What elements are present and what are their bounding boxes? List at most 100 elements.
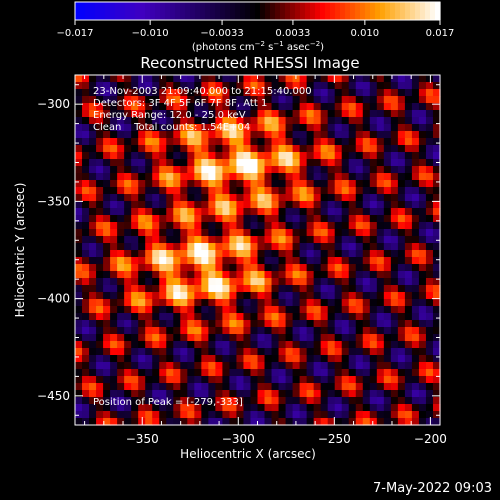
heatmap-cell	[341, 89, 350, 97]
heatmap-cell	[152, 124, 160, 132]
heatmap-cell	[411, 383, 420, 391]
heatmap-cell	[348, 271, 357, 279]
heatmap-cell	[418, 299, 427, 307]
heatmap-cell	[285, 75, 294, 83]
heatmap-cell	[131, 187, 139, 195]
heatmap-cell	[222, 110, 231, 118]
heatmap-cell	[131, 215, 139, 223]
heatmap-cell	[320, 334, 329, 342]
heatmap-cell	[299, 348, 308, 356]
heatmap-cell	[75, 299, 83, 307]
heatmap-cell	[229, 362, 238, 370]
heatmap-cell	[173, 376, 181, 384]
heatmap-cell	[271, 138, 280, 146]
heatmap-cell	[355, 201, 364, 209]
heatmap-cell	[89, 110, 97, 118]
heatmap-cell	[313, 89, 322, 97]
heatmap-cell	[117, 75, 125, 83]
heatmap-cell	[411, 369, 420, 377]
heatmap-cell	[131, 306, 139, 314]
heatmap-cell	[243, 285, 252, 293]
heatmap-cell	[362, 397, 371, 405]
heatmap-cell	[229, 229, 238, 237]
heatmap-cell	[278, 299, 287, 307]
heatmap-cell	[285, 327, 294, 335]
heatmap-cell	[334, 124, 343, 132]
heatmap-cell	[320, 313, 329, 321]
heatmap-cell	[320, 187, 329, 195]
heatmap-cell	[411, 166, 420, 174]
colorbar-swatch	[430, 2, 436, 20]
heatmap-cell	[341, 194, 350, 202]
heatmap-cell	[411, 320, 420, 328]
heatmap-cell	[215, 327, 224, 335]
heatmap-cell	[320, 145, 329, 153]
heatmap-cell	[285, 187, 294, 195]
heatmap-cell	[145, 96, 153, 104]
heatmap-cell	[89, 215, 97, 223]
heatmap-cell	[264, 243, 273, 251]
heatmap-cell	[264, 208, 273, 216]
colorbar-swatch	[325, 2, 331, 20]
heatmap-cell	[187, 257, 195, 265]
heatmap-cell	[194, 215, 202, 223]
heatmap-cell	[404, 124, 413, 132]
heatmap-cell	[369, 138, 378, 146]
heatmap-cell	[82, 292, 90, 300]
heatmap-cell	[145, 404, 153, 412]
heatmap-cell	[250, 110, 259, 118]
heatmap-cell	[418, 271, 427, 279]
heatmap-cell	[243, 320, 252, 328]
heatmap-cell	[117, 390, 125, 398]
heatmap-cell	[299, 236, 308, 244]
heatmap-cell	[75, 327, 83, 335]
heatmap-cell	[124, 341, 132, 349]
heatmap-cell	[103, 138, 111, 146]
heatmap-cell	[194, 75, 202, 83]
heatmap-cell	[278, 257, 287, 265]
colorbar-swatch	[380, 2, 386, 20]
heatmap-cell	[96, 159, 104, 167]
heatmap-cell	[124, 362, 132, 370]
colorbar-swatch	[335, 2, 341, 20]
heatmap-cell	[299, 306, 308, 314]
heatmap-cell	[222, 131, 231, 139]
heatmap-cell	[180, 222, 188, 230]
heatmap-cell	[187, 404, 195, 412]
heatmap-cell	[152, 159, 160, 167]
heatmap-cell	[110, 334, 118, 342]
heatmap-cell	[75, 138, 83, 146]
heatmap-cell	[397, 327, 406, 335]
heatmap-cell	[334, 131, 343, 139]
heatmap-cell	[432, 82, 441, 90]
colorbar-swatch	[175, 2, 181, 20]
heatmap-cell	[404, 313, 413, 321]
heatmap-cell	[173, 138, 181, 146]
heatmap-cell	[103, 341, 111, 349]
heatmap-cell	[201, 82, 209, 90]
heatmap-cell	[131, 376, 139, 384]
heatmap-cell	[271, 292, 280, 300]
heatmap-cell	[383, 180, 392, 188]
heatmap-cell	[278, 271, 287, 279]
heatmap-cell	[320, 89, 329, 97]
colorbar-swatch	[215, 2, 221, 20]
heatmap-cell	[369, 369, 378, 377]
heatmap-cell	[404, 306, 413, 314]
colorbar-tick-label: 0.0033	[275, 28, 310, 39]
heatmap-cell	[229, 383, 238, 391]
heatmap-cell	[264, 334, 273, 342]
heatmap-cell	[124, 264, 132, 272]
heatmap-cell	[411, 299, 420, 307]
heatmap-cell	[390, 264, 399, 272]
heatmap-cell	[432, 166, 441, 174]
heatmap-cell	[103, 369, 111, 377]
heatmap-cell	[208, 334, 216, 342]
colorbar-swatch	[425, 2, 431, 20]
heatmap-cell	[215, 201, 224, 209]
heatmap-cell	[124, 96, 132, 104]
heatmap-cell	[397, 369, 406, 377]
heatmap-cell	[96, 152, 104, 160]
heatmap-cell	[152, 292, 160, 300]
heatmap-cell	[383, 250, 392, 258]
